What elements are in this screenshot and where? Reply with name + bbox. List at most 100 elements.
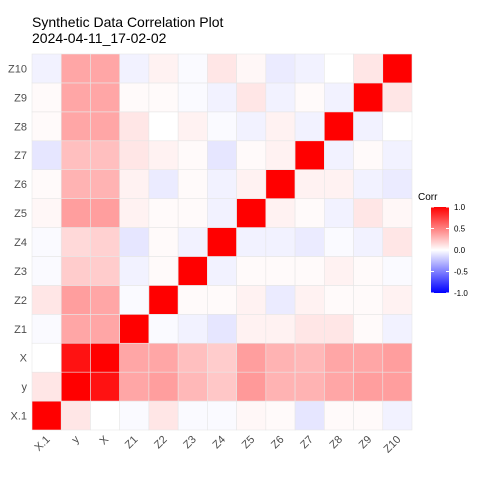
heatmap-cell-Z5-Z8 xyxy=(324,198,354,228)
legend-colorbar xyxy=(431,207,449,293)
heatmap-cell-X.1-X xyxy=(90,400,120,431)
heatmap-cell-Z2-Z5 xyxy=(236,285,267,315)
heatmap-cell-Z9-Z5 xyxy=(236,82,267,113)
heatmap-cell-Z1-Z1 xyxy=(119,314,150,344)
heatmap-cell-Z7-Z9 xyxy=(353,140,384,170)
heatmap-cell-Z8-Z3 xyxy=(177,111,208,142)
y-tick-label-X.1: X.1 xyxy=(10,411,27,423)
heatmap-cell-y-Z3 xyxy=(177,371,208,402)
heatmap-cell-Z6-Z10 xyxy=(382,169,413,199)
heatmap-cell-X-Z3 xyxy=(177,342,208,373)
heatmap-cell-Z9-Z6 xyxy=(265,82,296,113)
x-tick-label-y: y xyxy=(70,433,83,446)
heatmap-cells xyxy=(31,53,413,431)
legend-tick-label: 0.0 xyxy=(454,246,466,255)
heatmap-cell-Z10-y xyxy=(60,53,91,84)
heatmap-cell-Z2-X xyxy=(90,285,120,315)
heatmap-cell-Z4-Z3 xyxy=(177,227,208,257)
heatmap-cell-Z6-y xyxy=(60,169,91,199)
x-tick-label-X: X xyxy=(98,433,112,447)
heatmap-cell-Z7-Z1 xyxy=(119,140,150,170)
heatmap-cell-Z1-Z8 xyxy=(324,314,354,344)
x-tick-label-Z4: Z4 xyxy=(211,434,229,452)
heatmap-cell-Z10-Z1 xyxy=(119,53,150,84)
heatmap-cell-Z9-Z10 xyxy=(382,82,413,113)
heatmap-cell-Z3-X xyxy=(90,256,120,286)
heatmap-cell-Z10-X.1 xyxy=(31,53,62,84)
heatmap-cell-Z2-Z4 xyxy=(207,285,237,315)
heatmap-cell-Z4-Z10 xyxy=(382,227,413,257)
heatmap-cell-Z8-Z1 xyxy=(119,111,150,142)
x-tick-label-Z10: Z10 xyxy=(382,434,404,456)
x-axis-tick-labels: X.1 y X Z1 Z2 Z3 Z4 Z5 Z6 Z7 Z8 Z9 Z10 xyxy=(33,433,404,455)
heatmap-cell-X.1-Z9 xyxy=(353,400,384,431)
heatmap-cell-X.1-Z4 xyxy=(207,400,237,431)
heatmap-cell-Z9-Z9 xyxy=(353,82,384,113)
heatmap-cell-Z2-Z2 xyxy=(148,285,179,315)
heatmap-cell-X-Z6 xyxy=(265,342,296,373)
heatmap-cell-Z10-Z7 xyxy=(294,53,325,84)
y-tick-label-Z7: Z7 xyxy=(14,150,27,162)
heatmap-cell-y-Z5 xyxy=(236,371,267,402)
heatmap-cell-y-X xyxy=(90,371,120,402)
chart-title: Synthetic Data Correlation Plot xyxy=(32,14,224,30)
heatmap-cell-Z7-y xyxy=(60,140,91,170)
heatmap-cell-Z3-Z1 xyxy=(119,256,150,286)
heatmap-cell-Z1-Z7 xyxy=(294,314,325,344)
heatmap-cell-X-X xyxy=(90,342,120,373)
heatmap-cell-Z8-Z9 xyxy=(353,111,384,142)
legend-tick-label: 0.5 xyxy=(454,225,466,234)
heatmap-cell-Z1-Z3 xyxy=(177,314,208,344)
x-tick-label-X.1: X.1 xyxy=(33,434,53,454)
x-tick-label-Z9: Z9 xyxy=(357,434,375,452)
heatmap-cell-Z2-Z9 xyxy=(353,285,384,315)
heatmap-cell-Z1-y xyxy=(60,314,91,344)
heatmap-cell-Z5-Z2 xyxy=(148,198,179,228)
heatmap-cell-Z1-Z6 xyxy=(265,314,296,344)
heatmap-cell-Z2-Z6 xyxy=(265,285,296,315)
heatmap-cell-Z2-Z8 xyxy=(324,285,354,315)
heatmap-cell-Z6-Z8 xyxy=(324,169,354,199)
y-tick-label-Z4: Z4 xyxy=(14,237,27,249)
heatmap-cell-Z8-Z4 xyxy=(207,111,237,142)
heatmap-cell-Z4-y xyxy=(60,227,91,257)
y-tick-label-Z1: Z1 xyxy=(14,324,27,336)
heatmap-cell-Z1-Z4 xyxy=(207,314,237,344)
heatmap-cell-Z10-Z3 xyxy=(177,53,208,84)
heatmap-cell-Z1-Z5 xyxy=(236,314,267,344)
heatmap-cell-y-Z10 xyxy=(382,371,413,402)
heatmap-cell-X.1-X.1 xyxy=(31,400,62,431)
heatmap-cell-Z5-Z1 xyxy=(119,198,150,228)
heatmap-cell-Z7-Z3 xyxy=(177,140,208,170)
heatmap-cell-Z10-Z8 xyxy=(324,53,354,84)
legend-title: Corr xyxy=(418,192,438,203)
heatmap-cell-Z2-y xyxy=(60,285,91,315)
heatmap-cell-X-Z10 xyxy=(382,342,413,373)
heatmap-cell-Z1-X.1 xyxy=(31,314,62,344)
heatmap-cell-Z5-Z10 xyxy=(382,198,413,228)
heatmap-cell-Z9-X xyxy=(90,82,120,113)
heatmap-cell-y-Z7 xyxy=(294,371,325,402)
heatmap-cell-Z5-X.1 xyxy=(31,198,62,228)
heatmap-cell-y-Z1 xyxy=(119,371,150,402)
x-tick-label-Z1: Z1 xyxy=(123,434,141,452)
heatmap-cell-Z1-Z9 xyxy=(353,314,384,344)
heatmap-cell-X-Z7 xyxy=(294,342,325,373)
heatmap-cell-Z10-Z2 xyxy=(148,53,179,84)
heatmap-cell-Z7-Z10 xyxy=(382,140,413,170)
y-tick-label-Z5: Z5 xyxy=(14,208,27,220)
heatmap-cell-Z1-Z10 xyxy=(382,314,413,344)
heatmap-cell-X-Z1 xyxy=(119,342,150,373)
heatmap-cell-Z6-Z9 xyxy=(353,169,384,199)
heatmap-cell-Z8-y xyxy=(60,111,91,142)
heatmap-cell-Z5-Z6 xyxy=(265,198,296,228)
heatmap-cell-Z3-Z3 xyxy=(177,256,208,286)
heatmap-cell-X-X.1 xyxy=(31,342,62,373)
heatmap-cell-Z7-Z7 xyxy=(294,140,325,170)
heatmap-cell-Z5-Z3 xyxy=(177,198,208,228)
y-tick-label-y: y xyxy=(22,382,28,394)
heatmap-cell-Z8-X xyxy=(90,111,120,142)
heatmap-cell-Z8-X.1 xyxy=(31,111,62,142)
heatmap-cell-y-y xyxy=(60,371,91,402)
y-tick-label-X: X xyxy=(20,353,28,365)
